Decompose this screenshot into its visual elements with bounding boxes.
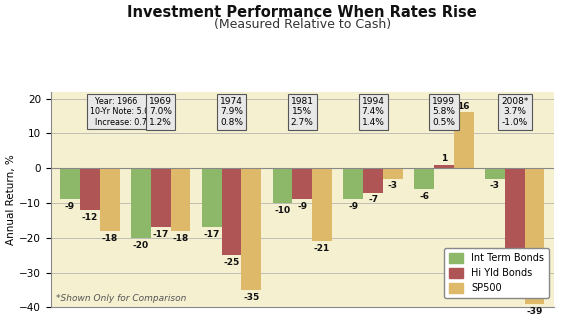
Text: 1994
7.4%
1.4%: 1994 7.4% 1.4% [362, 97, 385, 127]
Bar [272, 168, 292, 203]
Bar [525, 168, 545, 304]
Text: 1969
7.0%
1.2%: 1969 7.0% 1.2% [149, 97, 172, 127]
Text: -27: -27 [507, 265, 523, 274]
Bar [99, 168, 120, 231]
Bar [171, 168, 190, 231]
Text: -21: -21 [314, 244, 330, 253]
Bar [414, 168, 434, 189]
Bar [131, 168, 151, 238]
Bar [312, 168, 332, 241]
Text: -20: -20 [133, 241, 149, 250]
Text: -6: -6 [419, 192, 429, 201]
Text: -3: -3 [490, 181, 500, 190]
Bar [454, 112, 473, 168]
Bar [221, 168, 241, 255]
Text: (Measured Relative to Cash): (Measured Relative to Cash) [214, 18, 391, 31]
Text: 2008*
3.7%
-1.0%: 2008* 3.7% -1.0% [501, 97, 528, 127]
Text: -18: -18 [172, 233, 189, 243]
Bar [344, 168, 363, 199]
Bar [241, 168, 261, 290]
Bar [151, 168, 171, 227]
Text: -17: -17 [203, 230, 220, 239]
Bar [505, 168, 525, 262]
Text: -12: -12 [82, 213, 98, 222]
Bar [202, 168, 221, 227]
Text: -10: -10 [275, 206, 290, 215]
Text: 16: 16 [458, 102, 470, 111]
Text: -18: -18 [102, 233, 118, 243]
Text: -17: -17 [153, 230, 169, 239]
Bar [434, 165, 454, 168]
Text: -9: -9 [348, 202, 358, 211]
Text: Investment Performance When Rates Rise: Investment Performance When Rates Rise [127, 5, 477, 20]
Text: 1974
7.9%
0.8%: 1974 7.9% 0.8% [220, 97, 243, 127]
Text: -9: -9 [297, 202, 307, 211]
Text: -25: -25 [223, 258, 240, 267]
Legend: Int Term Bonds, Hi Yld Bonds, SP500: Int Term Bonds, Hi Yld Bonds, SP500 [444, 248, 549, 298]
Y-axis label: Annual Return, %: Annual Return, % [6, 154, 16, 245]
Text: -7: -7 [368, 195, 378, 204]
Bar [60, 168, 80, 199]
Text: 1999
5.8%
0.5%: 1999 5.8% 0.5% [432, 97, 455, 127]
Bar [383, 168, 403, 179]
Bar [485, 168, 505, 179]
Text: *Shown Only for Comparison: *Shown Only for Comparison [56, 294, 186, 303]
Text: -35: -35 [243, 293, 259, 302]
Text: -9: -9 [65, 202, 75, 211]
Bar [292, 168, 312, 199]
Text: -3: -3 [388, 181, 398, 190]
Text: 1: 1 [441, 154, 447, 163]
Text: 1981
15%
2.7%: 1981 15% 2.7% [291, 97, 314, 127]
Text: -39: -39 [527, 307, 543, 316]
Bar [80, 168, 99, 210]
Text: Year: 1966
10-Yr Note: 5.0%
  Increase: 0.7%: Year: 1966 10-Yr Note: 5.0% Increase: 0.… [90, 97, 157, 127]
Bar [363, 168, 383, 193]
